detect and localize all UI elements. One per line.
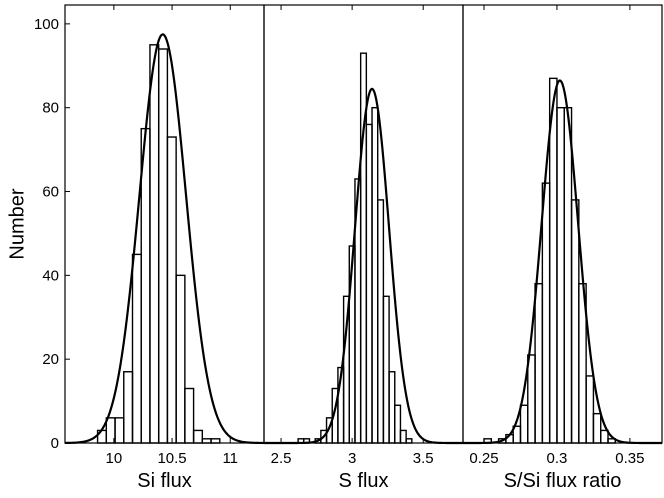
- bar: [541, 182, 551, 444]
- y-tick-label: 80: [42, 100, 59, 117]
- panel-frame: [64, 4, 265, 444]
- x-tick-label: 3: [348, 450, 356, 467]
- fit-curve: [463, 79, 662, 445]
- bar: [394, 404, 402, 444]
- bar: [570, 199, 580, 444]
- bar: [534, 283, 544, 444]
- fit-curve: [64, 33, 265, 445]
- bar: [607, 438, 617, 444]
- bar: [149, 44, 160, 444]
- x-tick-label: 2.5: [271, 450, 292, 467]
- x-axis-label: S flux: [338, 470, 388, 492]
- bar: [114, 417, 125, 444]
- y-axis-label: Number: [6, 188, 28, 259]
- bar: [527, 354, 536, 444]
- bar: [405, 438, 413, 444]
- bar: [123, 371, 134, 444]
- y-tick-label: 40: [42, 267, 59, 284]
- y-tick-label: 100: [34, 16, 59, 33]
- x-tick-label: 10.5: [157, 450, 186, 467]
- x-axis-label: Si flux: [137, 470, 191, 492]
- bar: [377, 199, 385, 444]
- bar: [201, 438, 212, 444]
- fit-curve: [264, 87, 463, 445]
- bar: [131, 253, 142, 444]
- bar: [388, 371, 396, 444]
- y-tick-label: 20: [42, 351, 59, 368]
- bar: [563, 106, 573, 444]
- bar: [140, 127, 151, 444]
- panel-frame: [263, 4, 464, 444]
- x-tick-label: 10: [106, 450, 123, 467]
- bar: [157, 48, 169, 444]
- x-tick-label: 0.25: [469, 450, 498, 467]
- x-tick-label: 0.35: [615, 450, 644, 467]
- panel-frame: [462, 4, 663, 444]
- bar: [382, 295, 390, 444]
- bar: [371, 106, 379, 444]
- bar: [175, 274, 186, 444]
- bar: [166, 136, 177, 444]
- x-tick-label: 11: [222, 450, 238, 467]
- bar: [592, 412, 602, 444]
- x-axis-label: S/Si flux ratio: [504, 470, 622, 492]
- y-tick-label: 0: [51, 435, 59, 452]
- bar: [556, 106, 565, 444]
- bar: [600, 429, 609, 444]
- bar: [399, 429, 407, 444]
- bar: [519, 404, 529, 444]
- bar: [585, 375, 595, 444]
- bar: [365, 123, 373, 444]
- bar: [210, 438, 221, 444]
- bar: [184, 387, 195, 444]
- y-tick-label: 60: [42, 184, 59, 201]
- x-tick-label: 0.3: [547, 450, 568, 467]
- x-tick-label: 3.5: [413, 450, 434, 467]
- bar: [192, 429, 204, 444]
